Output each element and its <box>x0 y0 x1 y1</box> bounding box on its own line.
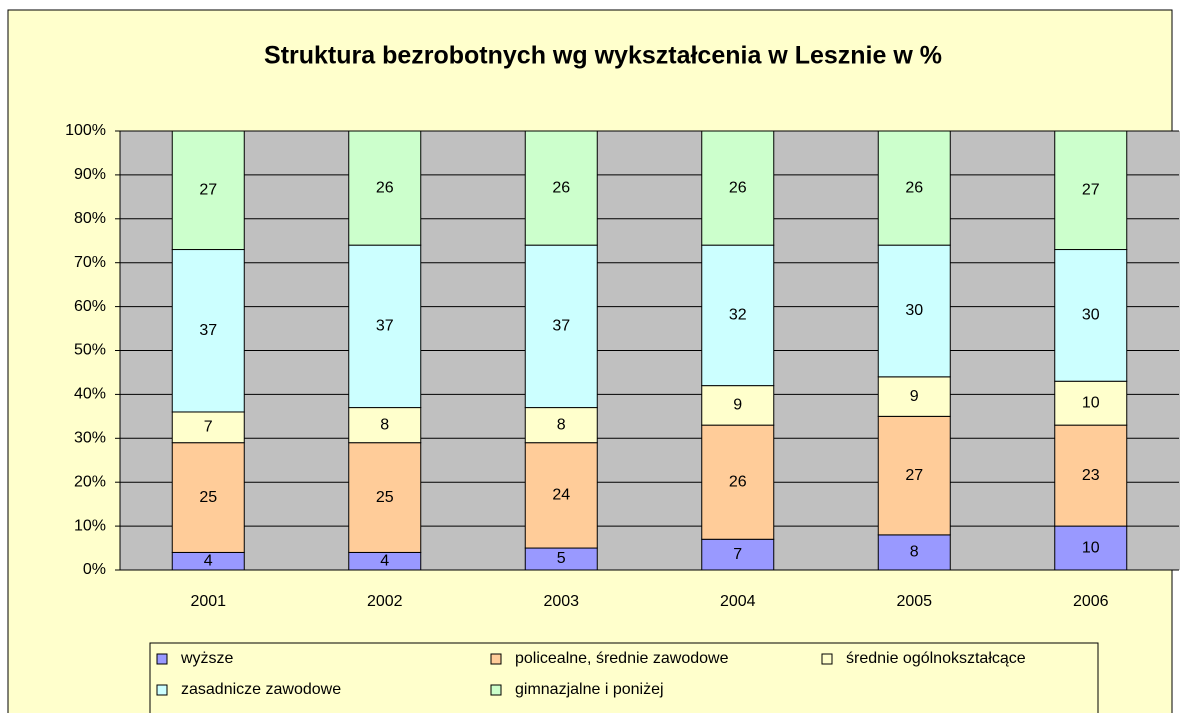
legend-label: gimnazjalne i poniżej <box>515 681 664 698</box>
bar-segment <box>1054 525 1128 571</box>
y-tick-label: 0% <box>83 561 106 578</box>
data-label: 30 <box>905 302 923 319</box>
bar-segment <box>701 424 775 540</box>
data-label: 7 <box>733 546 742 563</box>
legend-label: policealne, średnie zawodowe <box>515 650 729 667</box>
legend-label: zasadnicze zawodowe <box>181 681 341 698</box>
data-label: 26 <box>729 179 747 196</box>
bar-segment <box>524 244 598 409</box>
y-tick-label: 100% <box>65 122 106 139</box>
y-tick-label: 50% <box>74 342 106 359</box>
bar-segment <box>877 244 951 378</box>
bar-segment <box>348 130 422 246</box>
legend-label: średnie ogólnokształcące <box>846 650 1026 667</box>
x-tick-label: 2002 <box>367 593 403 610</box>
x-tick-label: 2003 <box>543 593 579 610</box>
data-label: 8 <box>557 416 566 433</box>
data-label: 4 <box>380 552 389 569</box>
data-label: 30 <box>1082 307 1100 324</box>
bar-segment <box>701 385 775 426</box>
data-label: 32 <box>729 307 747 324</box>
data-label: 5 <box>557 550 566 567</box>
bar-segment <box>1054 130 1128 251</box>
y-tick-label: 40% <box>74 386 106 403</box>
bar-segment <box>1054 424 1128 527</box>
bar-segment <box>701 130 775 246</box>
legend-label: wyższe <box>180 650 234 667</box>
chart-title: Struktura bezrobotnych wg wykształcenia … <box>264 42 942 70</box>
data-label: 26 <box>729 473 747 490</box>
y-tick-label: 60% <box>74 298 106 315</box>
x-tick-label: 2001 <box>190 593 226 610</box>
data-label: 27 <box>199 181 217 198</box>
data-label: 27 <box>905 467 923 484</box>
legend-marker <box>490 684 502 696</box>
bar-segment <box>171 442 245 553</box>
y-tick-label: 80% <box>74 210 106 227</box>
bar-segment <box>348 442 422 553</box>
bar-segment <box>877 415 951 536</box>
data-label: 9 <box>910 388 919 405</box>
bar-segment <box>1054 249 1128 382</box>
data-label: 10 <box>1082 394 1100 411</box>
data-label: 25 <box>199 489 217 506</box>
bar-segment <box>524 130 598 246</box>
y-tick-label: 10% <box>74 517 106 534</box>
data-label: 37 <box>552 318 570 335</box>
data-label: 10 <box>1082 539 1100 556</box>
bar-segment <box>701 538 775 571</box>
bar-segment <box>524 407 598 444</box>
y-tick-label: 90% <box>74 166 106 183</box>
x-tick-label: 2006 <box>1073 593 1109 610</box>
legend-marker <box>821 653 833 665</box>
data-label: 9 <box>733 397 742 414</box>
data-label: 25 <box>376 489 394 506</box>
bar-segment <box>877 534 951 571</box>
data-label: 26 <box>905 179 923 196</box>
y-tick-label: 70% <box>74 254 106 271</box>
data-label: 4 <box>204 552 213 569</box>
bar-segment <box>171 130 245 251</box>
bar-segment <box>524 442 598 549</box>
bar-segment <box>348 407 422 444</box>
data-label: 7 <box>204 419 213 436</box>
legend-marker <box>156 684 168 696</box>
bar-segment <box>348 244 422 409</box>
y-tick-label: 30% <box>74 430 106 447</box>
data-label: 37 <box>376 318 394 335</box>
x-tick-label: 2004 <box>720 593 756 610</box>
bar-segment <box>877 376 951 417</box>
y-tick-label: 20% <box>74 473 106 490</box>
data-label: 27 <box>1082 181 1100 198</box>
x-tick-label: 2005 <box>896 593 932 610</box>
bar-segment <box>171 411 245 444</box>
bar-segment <box>1054 380 1128 426</box>
legend-box <box>149 642 1099 713</box>
legend-marker <box>156 653 168 665</box>
data-label: 24 <box>552 487 570 504</box>
legend-marker <box>490 653 502 665</box>
data-label: 26 <box>376 179 394 196</box>
data-label: 23 <box>1082 467 1100 484</box>
data-label: 8 <box>910 544 919 561</box>
data-label: 37 <box>199 322 217 339</box>
bar-segment <box>701 244 775 387</box>
data-label: 8 <box>380 416 389 433</box>
bar-segment <box>877 130 951 246</box>
data-label: 26 <box>552 179 570 196</box>
